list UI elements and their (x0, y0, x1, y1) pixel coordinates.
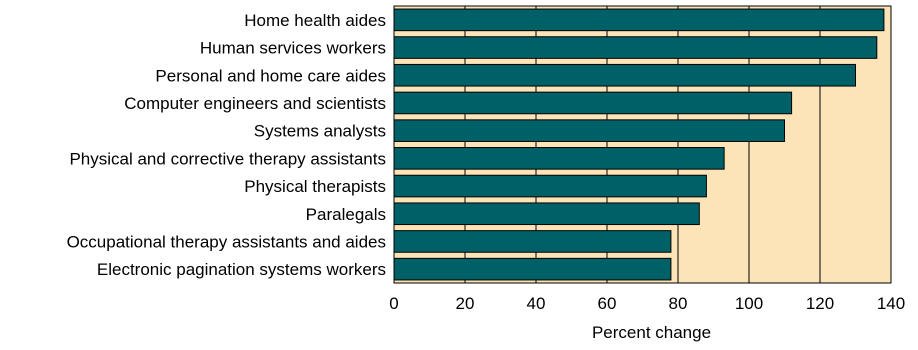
category-label: Occupational therapy assistants and aide… (67, 232, 386, 251)
bar (393, 257, 672, 281)
bar (393, 8, 885, 32)
x-tick-labels: 0 20 40 60 80 100 120 140 (389, 294, 905, 313)
category-label: Physical and corrective therapy assistan… (69, 149, 386, 168)
bar (393, 174, 707, 198)
category-label: Personal and home care aides (155, 66, 386, 85)
x-tick-label: 140 (877, 294, 905, 313)
bar (393, 119, 785, 142)
x-axis-title: Percent change (592, 323, 711, 342)
bar (393, 147, 725, 170)
category-label: Paralegals (306, 205, 386, 224)
category-label: Systems analysts (254, 122, 386, 141)
x-tick-label: 40 (527, 294, 546, 313)
x-tick-label: 20 (456, 294, 475, 313)
x-tick-label: 0 (389, 294, 398, 313)
x-tick-label: 80 (669, 294, 688, 313)
bar (393, 202, 700, 226)
category-labels: Home health aides Human services workers P… (67, 11, 386, 279)
category-label: Physical therapists (244, 177, 386, 196)
category-label: Home health aides (244, 11, 386, 30)
bars (393, 8, 885, 281)
category-label: Computer engineers and scientists (124, 94, 386, 113)
bar (393, 36, 878, 59)
bar (393, 63, 856, 87)
category-label: Human services workers (200, 39, 386, 58)
x-tick-label: 120 (806, 294, 834, 313)
x-tick-label: 60 (598, 294, 617, 313)
bar (393, 230, 672, 253)
x-tick-label: 100 (735, 294, 763, 313)
category-label: Electronic pagination systems workers (97, 260, 386, 279)
bar (393, 91, 793, 115)
